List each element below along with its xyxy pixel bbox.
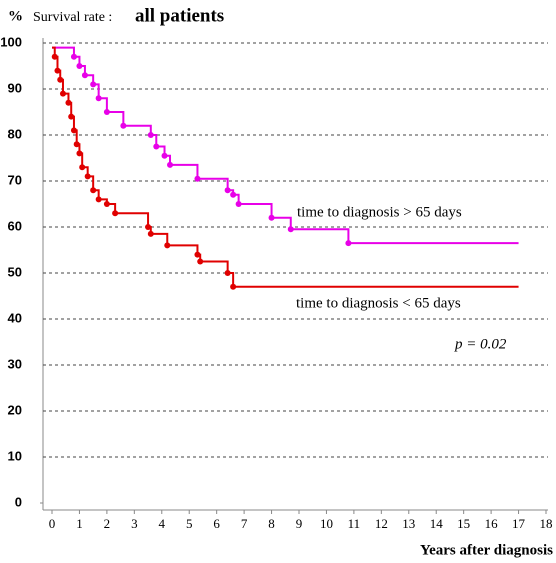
- chart-title: Survival rate :: [33, 10, 112, 25]
- y-tick-label: 20: [8, 402, 22, 417]
- survival-curve: [52, 46, 519, 288]
- censor-mark: [103, 201, 110, 207]
- censor-mark: [65, 99, 72, 106]
- x-tick-label: 8: [268, 516, 275, 531]
- chart-title-bold: all patients: [135, 5, 224, 26]
- censor-mark: [95, 196, 102, 203]
- x-tick-label: 9: [296, 516, 303, 531]
- x-tick-label: 12: [375, 516, 388, 531]
- censor-mark: [145, 224, 152, 230]
- x-tick-label: 4: [159, 516, 166, 531]
- censor-mark: [230, 283, 237, 290]
- censor-mark: [81, 72, 88, 79]
- censor-mark: [197, 258, 204, 265]
- annotation: p = 0.02: [454, 336, 507, 352]
- x-tick-label: 11: [348, 516, 361, 531]
- x-tick-label: 17: [512, 516, 526, 531]
- censor-mark: [164, 242, 171, 249]
- censor-mark: [73, 141, 80, 148]
- x-tick-label: 13: [402, 516, 415, 531]
- censor-mark: [147, 132, 154, 138]
- x-tick-label: 6: [213, 516, 220, 531]
- x-tick-label: 18: [540, 516, 553, 531]
- series-label: time to diagnosis > 65 days: [297, 204, 462, 220]
- x-tick-label: 1: [76, 516, 83, 531]
- censor-mark: [76, 63, 83, 69]
- x-tick-label: 5: [186, 516, 193, 531]
- y-tick-label: 50: [8, 264, 22, 279]
- censor-mark: [345, 240, 352, 247]
- censor-mark: [68, 113, 75, 120]
- x-tick-label: 16: [485, 516, 499, 531]
- x-tick-label: 7: [241, 516, 248, 531]
- y-label: %: [8, 8, 23, 24]
- censor-mark: [57, 76, 64, 83]
- series-label: time to diagnosis < 65 days: [296, 295, 461, 311]
- censor-mark: [224, 270, 231, 276]
- x-tick-label: 15: [457, 516, 470, 531]
- y-tick-label: 100: [0, 34, 22, 49]
- x-tick-label: 2: [104, 516, 111, 531]
- y-tick-label: 40: [8, 310, 22, 325]
- censor-mark: [167, 161, 174, 168]
- censor-mark: [59, 90, 66, 97]
- censor-mark: [153, 143, 160, 150]
- y-tick-label: 70: [8, 172, 22, 187]
- censor-mark: [51, 53, 58, 60]
- censor-mark: [224, 187, 231, 194]
- censor-mark: [230, 191, 237, 198]
- censor-mark: [194, 251, 201, 258]
- y-tick-label: 60: [8, 218, 22, 233]
- censor-mark: [268, 214, 275, 221]
- censor-mark: [235, 201, 242, 207]
- censor-mark: [194, 175, 201, 182]
- y-tick-label: 0: [15, 494, 22, 509]
- censor-mark: [161, 152, 168, 159]
- x-tick-label: 14: [430, 516, 444, 531]
- y-tick-label: 90: [8, 80, 22, 95]
- censor-mark: [54, 67, 61, 74]
- x-tick-label: 10: [320, 516, 333, 531]
- censor-mark: [70, 53, 77, 60]
- censor-mark: [95, 95, 102, 102]
- x-tick-label: 3: [131, 516, 138, 531]
- x-tick-label: 0: [49, 516, 56, 531]
- censor-mark: [147, 230, 154, 237]
- x-label: Years after diagnosis: [420, 542, 553, 558]
- censor-mark: [287, 226, 294, 233]
- censor-mark: [84, 173, 91, 180]
- censor-mark: [76, 150, 83, 157]
- y-tick-label: 10: [8, 448, 22, 463]
- censor-mark: [79, 164, 86, 171]
- censor-mark: [112, 210, 119, 217]
- censor-mark: [70, 127, 77, 134]
- censor-mark: [90, 81, 97, 88]
- y-tick-label: 80: [8, 126, 22, 141]
- censor-mark: [120, 122, 127, 129]
- censor-mark: [90, 187, 97, 194]
- censor-mark: [103, 109, 110, 115]
- y-tick-label: 30: [8, 356, 22, 371]
